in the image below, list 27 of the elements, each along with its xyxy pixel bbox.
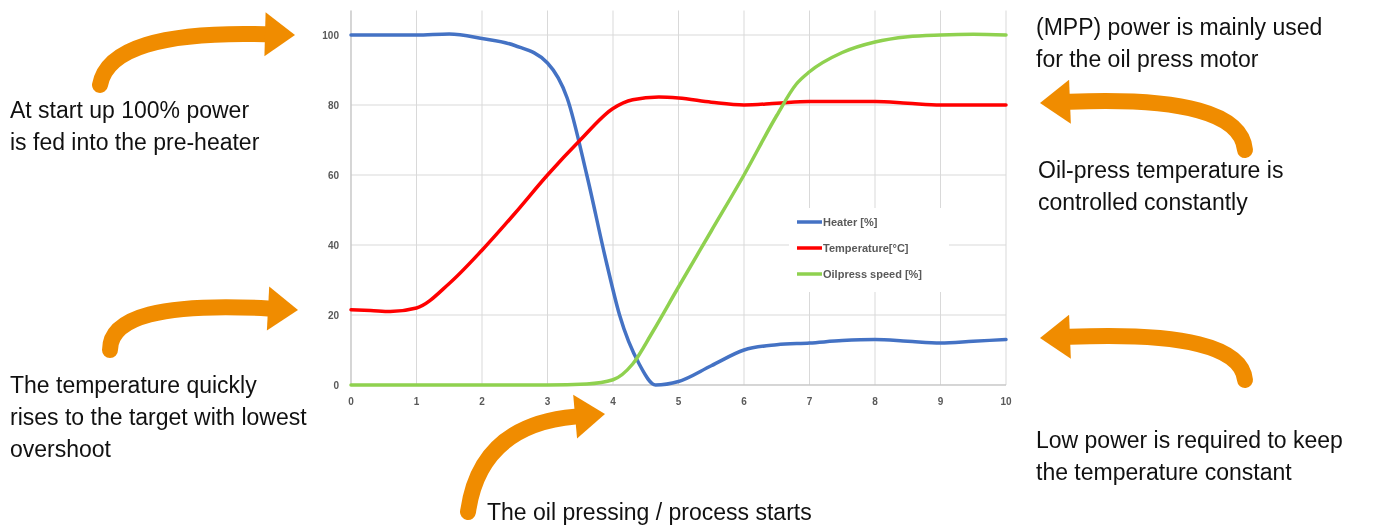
x-tick-label: 4 bbox=[610, 396, 617, 407]
text: The temperature quickly rises to the target with lowest overshoot bbox=[10, 372, 308, 462]
text: The oil pressing / process starts bbox=[487, 499, 812, 525]
x-tick-label: 8 bbox=[872, 396, 879, 407]
x-tick-label: 1 bbox=[413, 396, 420, 407]
y-tick-label: 40 bbox=[327, 240, 340, 251]
y-tick-label: 20 bbox=[327, 310, 340, 321]
legend-label: Heater [%] bbox=[823, 216, 878, 228]
text: Low power is required to keep the temperature constant bbox=[1036, 427, 1343, 485]
y-tick-label: 80 bbox=[327, 100, 340, 111]
x-tick-label: 0 bbox=[348, 396, 355, 407]
line-series bbox=[349, 95, 1008, 314]
text: Oil-press temperature is controlled constantly bbox=[1038, 157, 1284, 215]
x-tick-label: 5 bbox=[675, 396, 682, 407]
legend-label: Oilpress speed [%] bbox=[823, 268, 923, 280]
x-tick-label: 7 bbox=[806, 396, 813, 407]
text: At start up 100% power is fed into the pre-heater bbox=[10, 97, 260, 155]
x-tick-label: 10 bbox=[1000, 396, 1012, 407]
y-tick-label: 100 bbox=[322, 30, 340, 41]
x-tick-label: 6 bbox=[741, 396, 748, 407]
y-tick-label: 0 bbox=[333, 380, 340, 391]
x-tick-label: 2 bbox=[479, 396, 486, 407]
y-tick-label: 60 bbox=[327, 170, 340, 181]
legend-label: Temperature[°C] bbox=[823, 242, 909, 254]
text: (MPP) power is mainly used for the oil press motor bbox=[1036, 14, 1323, 72]
x-tick-label: 3 bbox=[544, 396, 551, 407]
x-tick-label: 9 bbox=[937, 396, 944, 407]
